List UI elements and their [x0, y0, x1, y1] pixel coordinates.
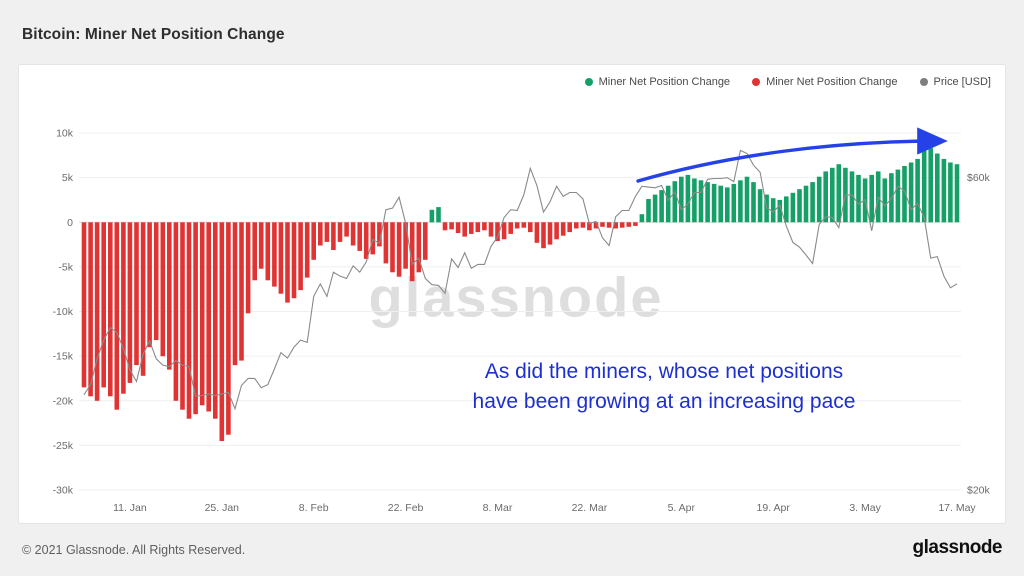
glassnode-watermark: glassnode — [368, 265, 664, 329]
left-axis-labels: 10k 5k 0 -5k -10k -15k -20k -25k -30k — [53, 128, 74, 497]
svg-text:-20k: -20k — [53, 395, 74, 407]
svg-text:$20k: $20k — [967, 485, 991, 497]
svg-text:5. Apr: 5. Apr — [668, 502, 696, 514]
annotation-line-1: As did the miners, whose net positions — [484, 360, 844, 383]
right-axis-labels: $60k $20k — [967, 172, 991, 496]
gray-series-dot-icon — [919, 78, 928, 86]
annotation-text: As did the miners, whose net positions h… — [473, 357, 856, 417]
svg-text:-5k: -5k — [58, 261, 73, 273]
svg-text:10k: 10k — [56, 128, 74, 140]
x-axis-labels: 11. Jan 25. Jan 8. Feb 22. Feb 8. Mar 22. Mar… — [113, 502, 976, 514]
svg-text:-15k: -15k — [53, 351, 74, 363]
legend-item-price-usd[interactable]: Price [USD] — [919, 76, 991, 88]
svg-text:8. Feb: 8. Feb — [299, 502, 329, 514]
trend-arrow-icon — [636, 127, 948, 183]
svg-text:19. Apr: 19. Apr — [757, 502, 791, 514]
glassnode-logo: glassnode — [912, 537, 1003, 558]
legend-label: Miner Net Position Change — [598, 76, 731, 88]
green-series-dot-icon — [584, 78, 593, 86]
svg-text:11. Jan: 11. Jan — [113, 502, 147, 514]
svg-text:0: 0 — [67, 217, 73, 229]
svg-text:25. Jan: 25. Jan — [205, 502, 240, 514]
red-series-dot-icon — [752, 78, 761, 86]
svg-text:5k: 5k — [62, 172, 74, 184]
chart-panel: Miner Net Position Change Miner Net Posi… — [18, 64, 1006, 524]
annotation-line-2: have been growing at an increasing pace — [472, 390, 856, 413]
svg-text:22. Feb: 22. Feb — [388, 502, 424, 514]
svg-text:17. May: 17. May — [938, 502, 976, 514]
footer-copyright: © 2021 Glassnode. All Rights Reserved. — [22, 543, 246, 557]
legend-label: Miner Net Position Change — [766, 76, 898, 88]
svg-text:22. Mar: 22. Mar — [572, 502, 608, 514]
svg-text:3. May: 3. May — [849, 502, 881, 514]
legend-item-miner-net-position-negative[interactable]: Miner Net Position Change — [752, 76, 898, 88]
svg-text:$60k: $60k — [967, 172, 991, 184]
chart-svg: 10k 5k 0 -5k -10k -15k -20k -25k -30k $60k $20k 11.… — [53, 127, 991, 514]
gridlines — [79, 132, 961, 491]
legend-item-miner-net-position-positive[interactable]: Miner Net Position Change — [584, 76, 731, 88]
svg-text:8. Mar: 8. Mar — [483, 502, 513, 514]
price-line — [83, 149, 958, 411]
page-title: Bitcoin: Miner Net Position Change — [22, 26, 285, 43]
legend-label: Price [USD] — [933, 76, 991, 88]
svg-text:-30k: -30k — [53, 485, 74, 497]
svg-text:-10k: -10k — [53, 306, 74, 318]
miner-net-position-bars — [81, 144, 960, 441]
chart-legend: Miner Net Position Change Miner Net Posi… — [584, 76, 991, 88]
svg-text:-25k: -25k — [53, 440, 74, 452]
